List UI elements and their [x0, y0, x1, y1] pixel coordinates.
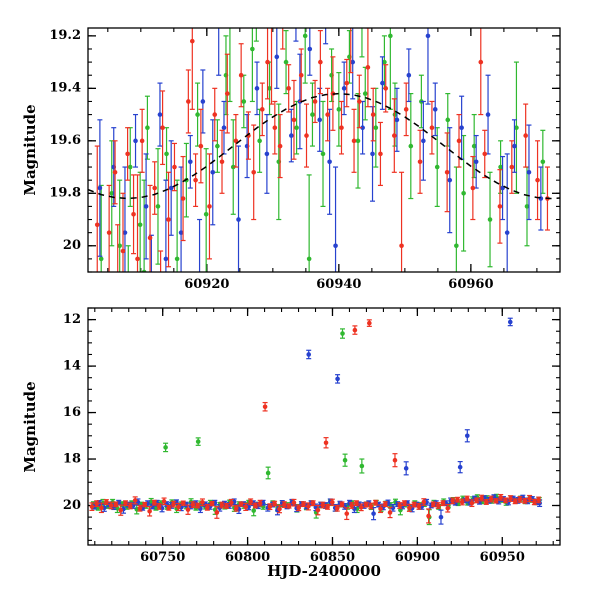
light-curve-canvas: [0, 0, 600, 600]
light-curve-figure: Magnitude Magnitude HJD-2400000: [0, 0, 600, 600]
